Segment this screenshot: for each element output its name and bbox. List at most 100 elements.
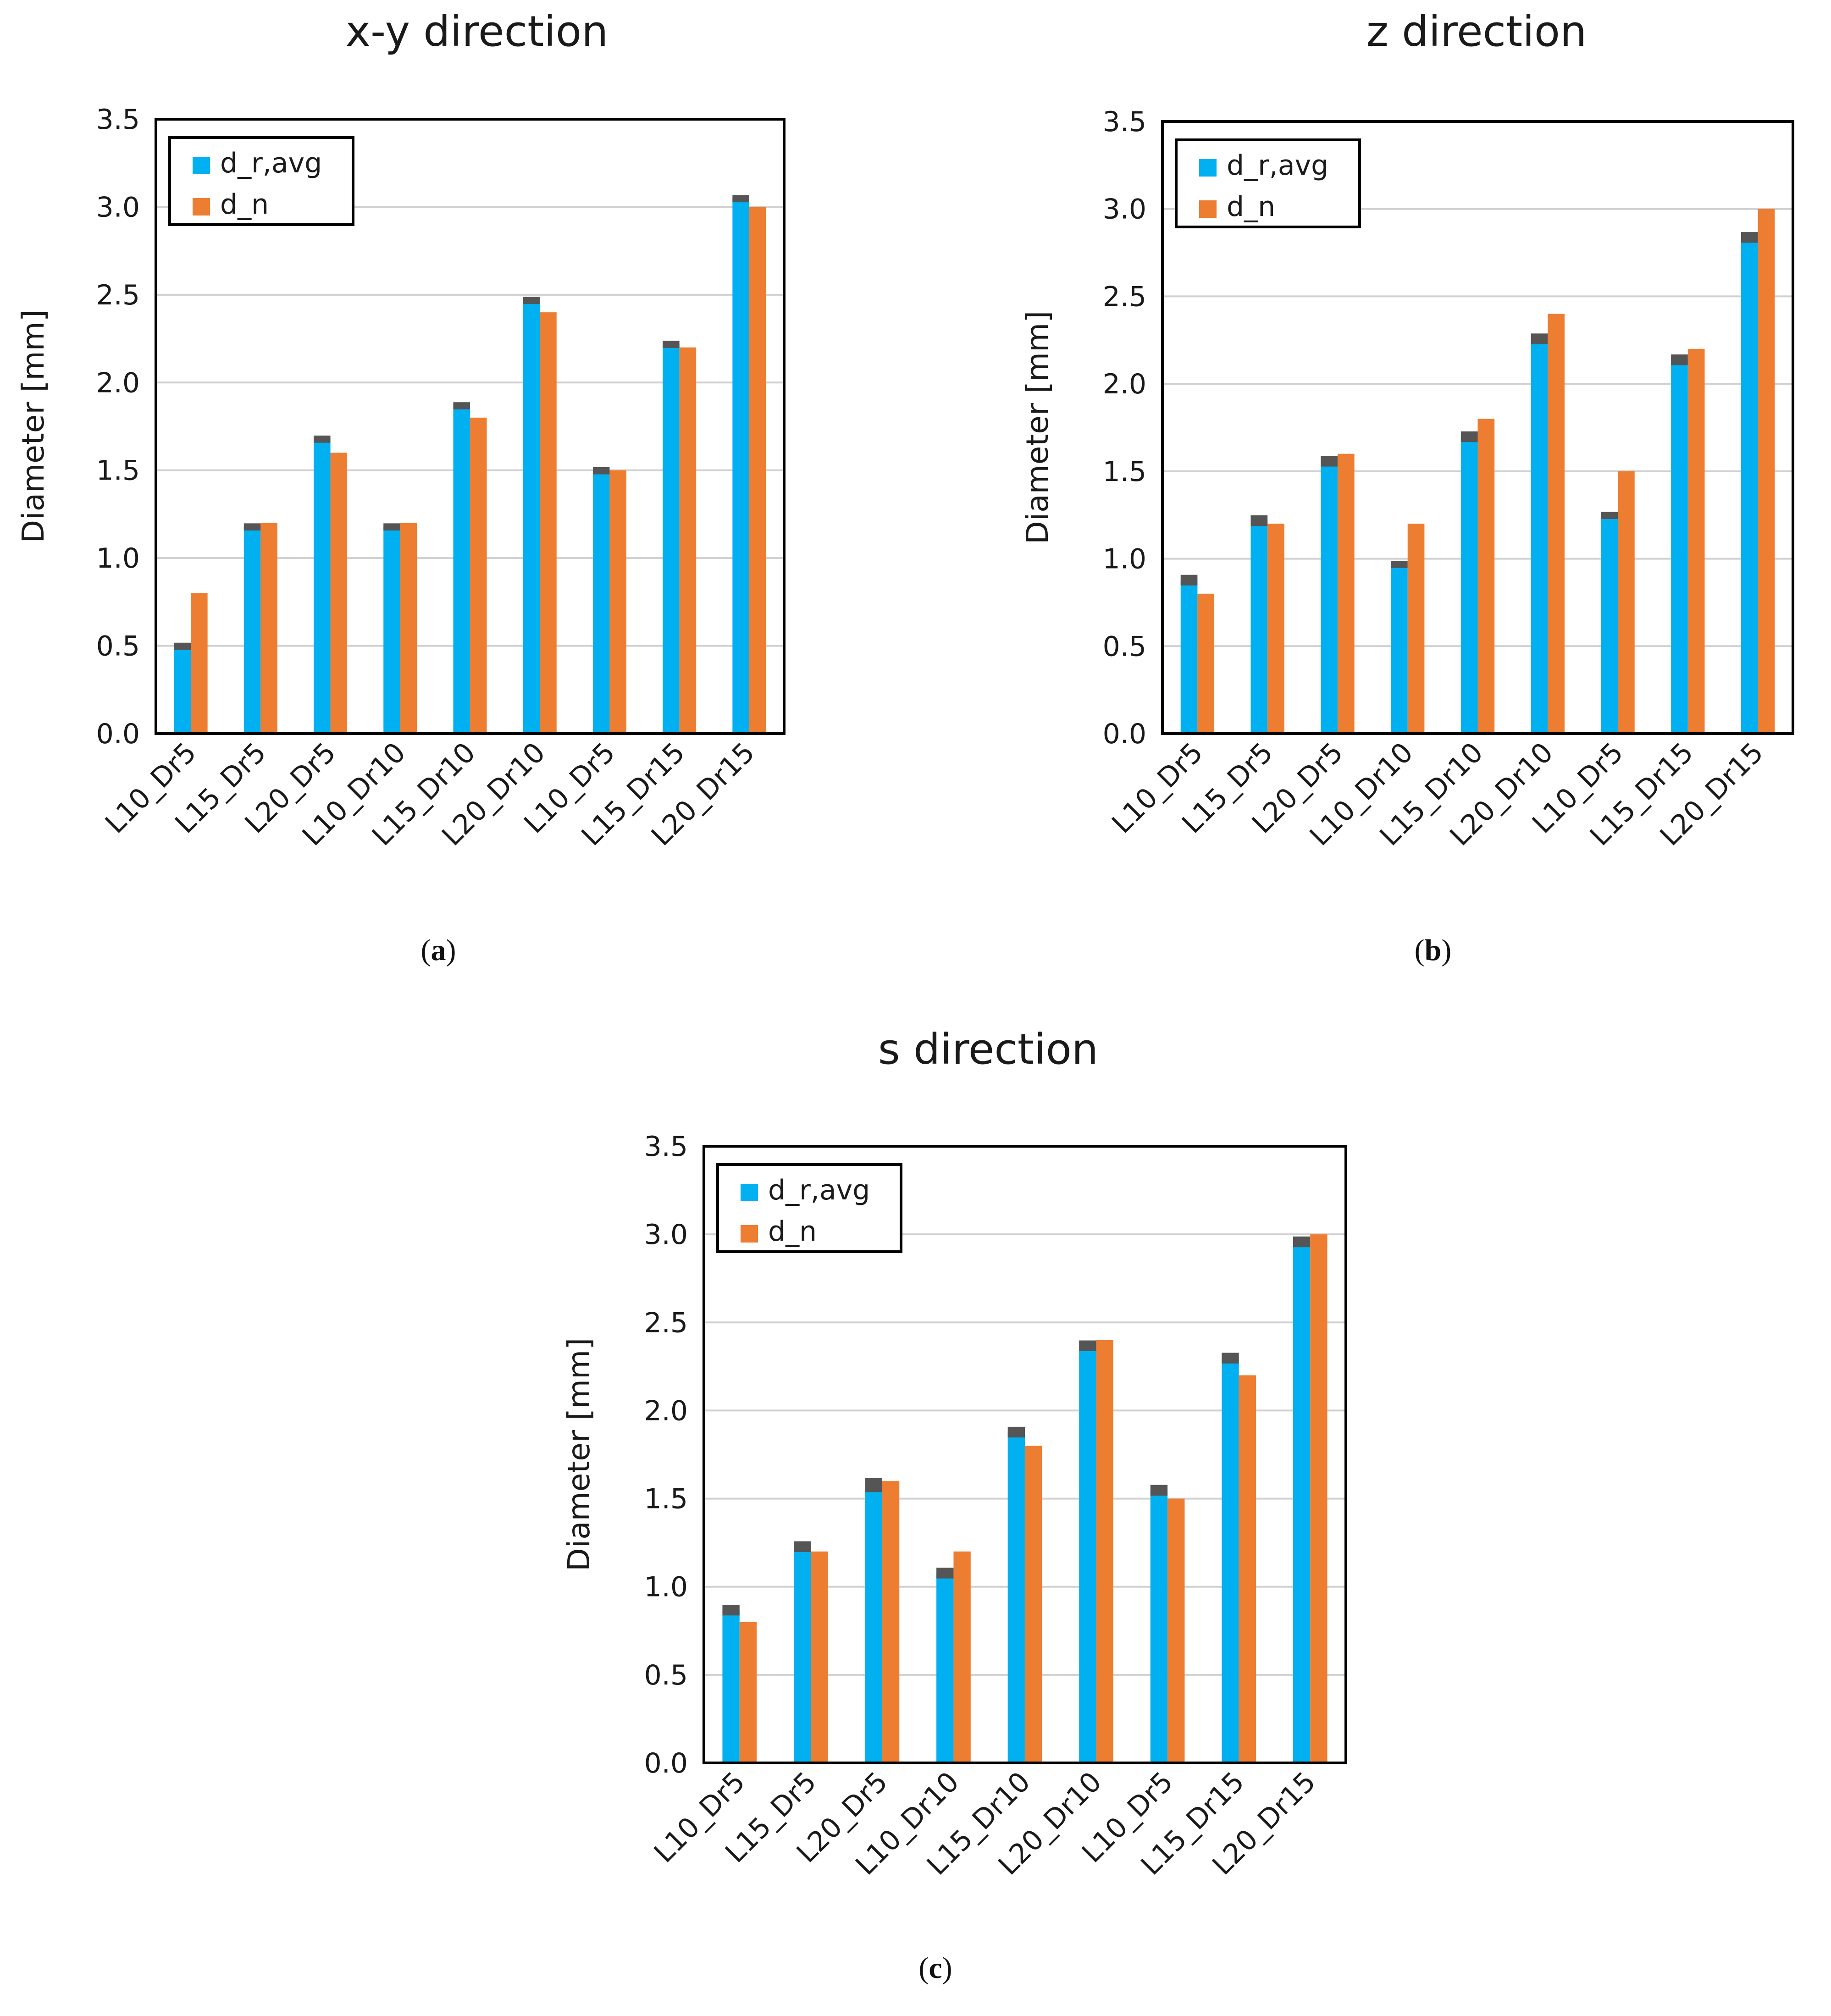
plot-frame bbox=[1161, 120, 1794, 735]
error-bar bbox=[453, 402, 470, 409]
error-bar bbox=[1391, 561, 1408, 568]
caption-b: (b) bbox=[1414, 933, 1452, 967]
chart-panel-s: s direction 0.0 0.5 1.0 1.5 2.0 2.5 3.0 3.5 Diame… bbox=[502, 1022, 1347, 1935]
y-tick-label: 0.0 bbox=[96, 718, 140, 750]
y-tick-label: 3.5 bbox=[96, 104, 140, 136]
bar-d-n bbox=[1477, 419, 1495, 734]
bar-dr-avg bbox=[383, 526, 400, 734]
y-axis-label: Diameter [mm] bbox=[16, 309, 51, 543]
error-bar bbox=[1321, 456, 1338, 467]
y-tick-label: 0.0 bbox=[644, 1747, 688, 1779]
chart-panel-xy: x-y direction 0.0 0.5 1.0 1.5 2.0 2.5 3.0 3.5 Dia… bbox=[0, 0, 825, 917]
error-bar bbox=[936, 1568, 954, 1579]
bar-dr-avg bbox=[314, 438, 331, 734]
chart-z-direction: z direction 0.0 0.5 1.0 1.5 2.0 2.5 3.0 3.5 Diame… bbox=[1020, 7, 1794, 852]
legend-swatch bbox=[1199, 200, 1217, 218]
legend-swatch bbox=[193, 157, 210, 174]
bar-dr-avg bbox=[592, 470, 610, 734]
plot-frame bbox=[155, 118, 786, 735]
y-tick-label: 3.0 bbox=[1103, 193, 1146, 226]
y-axis-label: Diameter [mm] bbox=[561, 1338, 597, 1571]
caption-a: (a) bbox=[420, 933, 456, 967]
chart-xy-direction: x-y direction 0.0 0.5 1.0 1.5 2.0 2.5 3.0 3.5 Dia… bbox=[16, 7, 786, 852]
y-tick-label: 3.5 bbox=[1103, 106, 1146, 138]
chart-title: z direction bbox=[1366, 7, 1587, 56]
error-bar bbox=[523, 297, 540, 304]
bar-d-n bbox=[540, 312, 557, 734]
bar-dr-avg bbox=[1741, 237, 1758, 734]
error-bar bbox=[1601, 512, 1618, 519]
bar-d-n bbox=[882, 1481, 900, 1763]
error-bar bbox=[1222, 1353, 1239, 1364]
plot-frame bbox=[703, 1145, 1347, 1764]
bar-dr-avg bbox=[1293, 1241, 1311, 1763]
y-tick-label: 1.0 bbox=[644, 1571, 688, 1603]
y-tick-label: 3.5 bbox=[644, 1131, 688, 1163]
error-bar bbox=[1460, 431, 1478, 442]
bar-d-n bbox=[679, 347, 697, 734]
y-tick-label: 1.5 bbox=[1103, 456, 1146, 488]
y-tick-label: 2.5 bbox=[1103, 281, 1146, 313]
chart-title: x-y direction bbox=[346, 7, 608, 56]
y-tick-label: 0.5 bbox=[96, 630, 140, 663]
bar-d-n bbox=[749, 207, 766, 734]
legend: d_r,avg d_n bbox=[1175, 138, 1361, 228]
bar-dr-avg bbox=[722, 1609, 740, 1763]
y-tick-label: 2.0 bbox=[96, 367, 140, 399]
y-tick-label: 2.0 bbox=[644, 1395, 688, 1427]
y-tick-label: 1.0 bbox=[96, 542, 140, 574]
bar-d-n bbox=[1267, 524, 1284, 734]
y-tick-label: 2.5 bbox=[96, 279, 140, 311]
y-tick-label: 2.5 bbox=[644, 1307, 688, 1339]
error-bar bbox=[1150, 1485, 1168, 1496]
error-bar bbox=[1293, 1236, 1311, 1248]
legend-swatch bbox=[193, 198, 210, 215]
caption-c: (c) bbox=[918, 1951, 952, 1985]
bar-d-n bbox=[811, 1551, 828, 1763]
legend: d_r,avg d_n bbox=[716, 1163, 902, 1253]
bar-d-n bbox=[400, 523, 417, 734]
y-tick-label: 0.5 bbox=[1103, 630, 1146, 663]
bar-d-n bbox=[1548, 314, 1565, 734]
bar-dr-avg bbox=[1601, 515, 1618, 734]
error-bar bbox=[592, 467, 610, 475]
bar-dr-avg bbox=[1671, 359, 1688, 734]
bar-d-n bbox=[1687, 348, 1705, 734]
bar-d-n bbox=[1337, 453, 1355, 734]
chart-title: s direction bbox=[878, 1025, 1098, 1074]
legend-label: d_r,avg bbox=[220, 147, 322, 179]
error-bar bbox=[1180, 574, 1198, 585]
bar-d-n bbox=[1025, 1446, 1042, 1763]
y-tick-label: 1.5 bbox=[96, 455, 140, 487]
bar-d-n bbox=[1618, 471, 1635, 734]
bar-dr-avg bbox=[174, 646, 191, 734]
error-bar bbox=[1079, 1340, 1096, 1351]
bar-d-n bbox=[1167, 1498, 1185, 1763]
bar-dr-avg bbox=[1250, 520, 1268, 734]
bar-dr-avg bbox=[1321, 460, 1338, 734]
legend: d_r,avg d_n bbox=[168, 136, 354, 226]
bar-dr-avg bbox=[1460, 436, 1478, 734]
error-bar bbox=[663, 341, 680, 348]
error-bar bbox=[732, 195, 749, 203]
error-bar bbox=[1671, 354, 1688, 365]
y-tick-label: 0.5 bbox=[644, 1659, 688, 1691]
bar-dr-avg bbox=[936, 1572, 954, 1763]
error-bar bbox=[1741, 232, 1758, 243]
bar-dr-avg bbox=[732, 198, 749, 734]
bar-dr-avg bbox=[663, 344, 680, 734]
legend-swatch bbox=[1199, 159, 1217, 177]
bar-d-n bbox=[191, 593, 208, 734]
legend-label: d_n bbox=[1227, 191, 1275, 223]
chart-s-direction: s direction 0.0 0.5 1.0 1.5 2.0 2.5 3.0 3.5 Diame… bbox=[561, 1025, 1347, 1882]
error-bar bbox=[794, 1541, 811, 1552]
legend-label: d_r,avg bbox=[1227, 149, 1328, 182]
error-bar bbox=[1250, 515, 1268, 526]
bar-dr-avg bbox=[1531, 338, 1548, 734]
chart-panel-z: z direction 0.0 0.5 1.0 1.5 2.0 2.5 3.0 3.5 Diame… bbox=[1004, 0, 1830, 917]
y-tick-label: 1.5 bbox=[644, 1483, 688, 1515]
bar-dr-avg bbox=[453, 405, 470, 734]
y-axis-label: Diameter [mm] bbox=[1020, 311, 1055, 544]
bar-d-n bbox=[1096, 1340, 1113, 1763]
bar-d-n bbox=[470, 417, 487, 734]
